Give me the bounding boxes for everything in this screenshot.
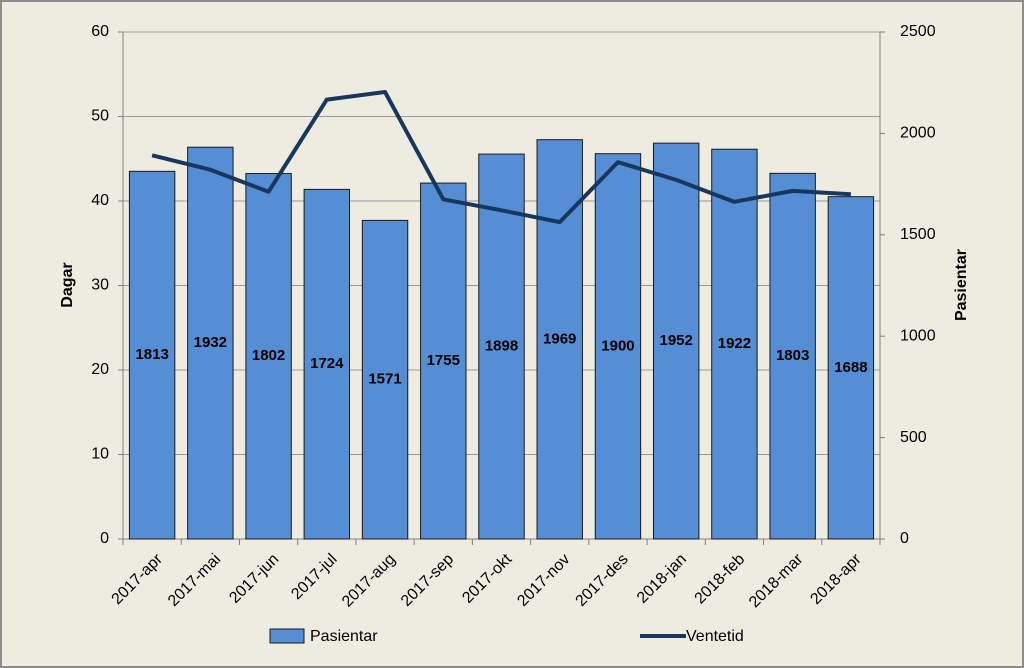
y-tick-label: 0	[100, 530, 109, 547]
value-label: 1813	[135, 346, 168, 363]
bar	[128, 170, 176, 540]
y-tick-label: 40	[91, 192, 109, 209]
value-label: 1900	[601, 337, 634, 354]
value-label: 1802	[252, 347, 285, 364]
bar	[478, 153, 525, 540]
value-label: 1952	[660, 332, 693, 349]
value-label: 1932	[194, 334, 227, 351]
y-axis-label: Dagar	[59, 262, 76, 307]
legend-label: Pasientar	[310, 628, 378, 645]
bar	[187, 146, 234, 540]
y-tick-label: 20	[91, 361, 109, 378]
bar	[827, 196, 875, 540]
y2-tick-label: 0	[900, 530, 909, 547]
value-label: 1755	[427, 352, 460, 369]
y2-tick-label: 500	[900, 429, 927, 446]
bar	[711, 148, 758, 540]
y-tick-label: 60	[91, 23, 109, 40]
value-label: 1571	[368, 371, 401, 388]
value-label: 1803	[776, 347, 809, 364]
value-label: 1898	[485, 338, 518, 355]
value-label: 1724	[310, 355, 344, 372]
bar	[420, 182, 467, 540]
bar	[361, 219, 409, 540]
bar	[245, 173, 292, 540]
value-label: 1969	[543, 330, 576, 347]
bar	[594, 153, 642, 540]
y-tick-label: 10	[91, 446, 109, 463]
bar	[652, 142, 700, 540]
y2-tick-label: 1000	[900, 327, 936, 344]
y2-tick-label: 2000	[900, 125, 936, 142]
y2-tick-label: 1500	[900, 226, 936, 243]
bar	[303, 188, 351, 540]
line	[151, 89, 852, 225]
y2-axis-label: Pasientar	[953, 249, 970, 321]
y2-tick-label: 2500	[900, 23, 936, 40]
legend-label: Ventetid	[686, 628, 744, 645]
value-label: 1688	[834, 359, 867, 376]
y-tick-label: 50	[91, 108, 109, 125]
bar	[769, 172, 816, 540]
y-tick-label: 30	[91, 277, 109, 294]
value-label: 1922	[718, 335, 751, 352]
legend-swatch	[269, 628, 305, 644]
